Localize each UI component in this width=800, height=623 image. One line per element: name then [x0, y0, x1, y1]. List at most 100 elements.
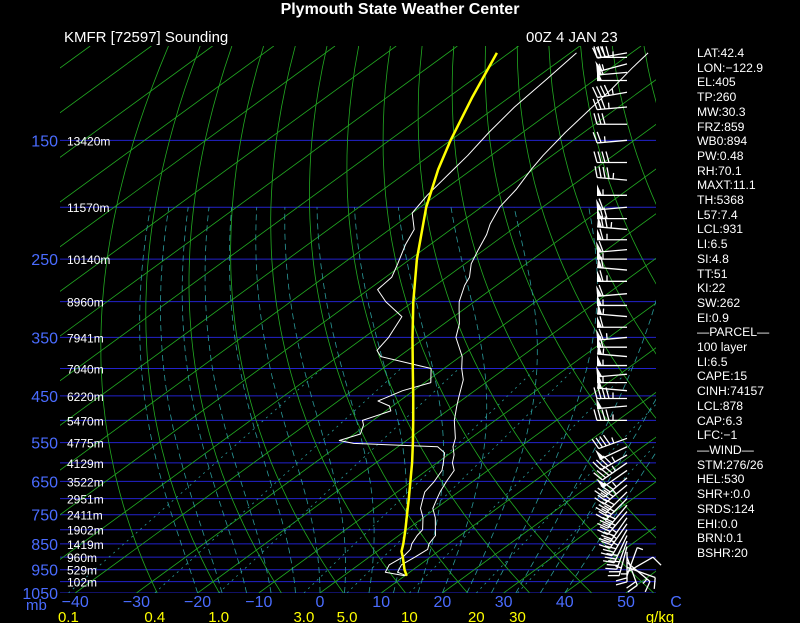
moist-adiabat-line: [316, 207, 375, 593]
stat-line: LAT:42.4: [697, 46, 745, 60]
wind-barb: [600, 529, 628, 557]
wind-barb: [597, 511, 628, 536]
wind-barb: [592, 131, 628, 144]
mixing-ratio-tick-label: 30: [509, 609, 526, 623]
wind-barb: [593, 462, 628, 481]
wind-barb: [592, 84, 628, 99]
wind-barb: [615, 551, 628, 586]
wind-barb: [593, 113, 627, 125]
wind-barb: [597, 69, 627, 82]
temperature-tick-label: −20: [184, 594, 211, 611]
dry-adiabat-line: [548, 46, 656, 355]
isotherm-line: [60, 46, 581, 426]
wind-barb: [597, 294, 627, 307]
isotherm-line: [60, 46, 275, 203]
mixing-ratio-tick-label: 0.1: [58, 609, 79, 623]
mixing-ratio-tick-label: 3.0: [293, 609, 314, 623]
wind-barb: [593, 387, 627, 400]
dry-adiabat-line: [451, 46, 656, 539]
isotherm-line: [60, 46, 336, 248]
wind-barb: [598, 523, 628, 550]
stat-line: —PARCEL—: [697, 325, 770, 340]
pressure-tick-label: 450: [31, 389, 58, 406]
moist-adiabat-line: [229, 207, 296, 593]
wind-barb: [607, 546, 628, 577]
dry-adiabat-line: [308, 46, 468, 593]
stat-line: FRZ:859: [697, 119, 745, 134]
height-label: 3522m: [67, 475, 104, 489]
stat-line: PW:0.48: [697, 148, 744, 163]
mixing-ratio-line: [303, 368, 537, 593]
stat-line: LI:6.5: [697, 237, 728, 252]
stat-line: MAXT:11.1: [697, 178, 756, 193]
isotherm-line: [380, 391, 656, 593]
isotherm-line: [319, 347, 656, 593]
stat-line: TH:5368: [697, 193, 744, 208]
chart-title: Plymouth State Weather Center: [280, 1, 520, 18]
moist-adiabat-line: [160, 207, 223, 593]
dry-adiabat-line: [188, 46, 282, 593]
stat-line: L57:7.4: [697, 207, 738, 222]
pressure-tick-label: 750: [31, 508, 58, 525]
pressure-tick-label: 650: [31, 474, 58, 491]
stat-line: EHI:0.0: [697, 516, 738, 531]
dry-adiabat-line: [382, 46, 592, 593]
wind-barb: [597, 215, 628, 231]
stat-line: SI:4.8: [697, 251, 729, 266]
wind-barb: [597, 342, 628, 358]
wind-barb: [626, 556, 638, 593]
stat-line: 100 layer: [697, 340, 748, 355]
height-label: 4129m: [67, 457, 104, 471]
stat-line: CAPE:15: [697, 369, 748, 384]
stat-line: BSHR:20: [697, 545, 748, 560]
stat-line: TT:51: [697, 266, 728, 281]
stat-line: HEL:530: [697, 472, 745, 487]
wind-barb: [596, 365, 628, 378]
stat-line: EI:0.9: [697, 310, 729, 325]
stat-line: RH:70.1: [697, 163, 742, 178]
stat-line: CAP:6.3: [697, 413, 743, 428]
temperature-line: [397, 52, 649, 577]
temperature-tick-label: 10: [372, 594, 390, 611]
wind-barb: [596, 397, 628, 410]
wind-barb: [594, 477, 628, 498]
wind-barb: [592, 98, 628, 111]
isotherm-line: [60, 79, 656, 516]
stat-line: WB0:894: [697, 134, 748, 149]
dry-adiabat-line: [516, 46, 656, 419]
station-label: KMFR [72597] Sounding: [64, 29, 229, 46]
stat-line: BRN:0.1: [697, 531, 744, 546]
stat-line: LON:−122.9: [697, 60, 764, 75]
stat-line: LI:6.5: [697, 354, 728, 369]
wind-barb: [597, 270, 627, 282]
stat-line: CINH:74157: [697, 384, 765, 399]
wind-barb: [597, 184, 627, 196]
wind-barb: [597, 228, 627, 241]
wind-barb: [597, 316, 627, 328]
wind-barb: [596, 284, 628, 297]
dry-adiabat-line: [270, 46, 406, 593]
isotherm-line: [60, 46, 458, 337]
wind-barb: [626, 546, 644, 576]
moist-adiabat-line: [491, 207, 598, 593]
temperature-tick-label: 0: [316, 594, 325, 611]
wind-barb: [597, 303, 628, 318]
dry-adiabat-line: [100, 46, 169, 593]
wind-barb: [597, 504, 628, 529]
mixing-ratio-tick-label: 10: [401, 609, 418, 623]
moist-adiabat-line: [515, 299, 656, 593]
temperature-tick-label: −40: [62, 594, 89, 611]
temperature-tick-label: 20: [434, 594, 452, 611]
wind-barb: [593, 409, 627, 422]
stat-line: —WIND—: [697, 442, 754, 457]
isotherm-line: [197, 257, 656, 593]
mixing-ratio-tick-label: 1.0: [208, 609, 229, 623]
height-label: 529m: [67, 564, 97, 578]
height-label: 11570m: [67, 201, 109, 215]
mixing-ratio-tick-label: 20: [468, 609, 485, 623]
dry-adiabat-line: [145, 46, 220, 593]
wind-barb: [602, 535, 628, 564]
moist-adiabat-line: [139, 207, 198, 593]
dry-adiabat-line: [484, 46, 656, 480]
